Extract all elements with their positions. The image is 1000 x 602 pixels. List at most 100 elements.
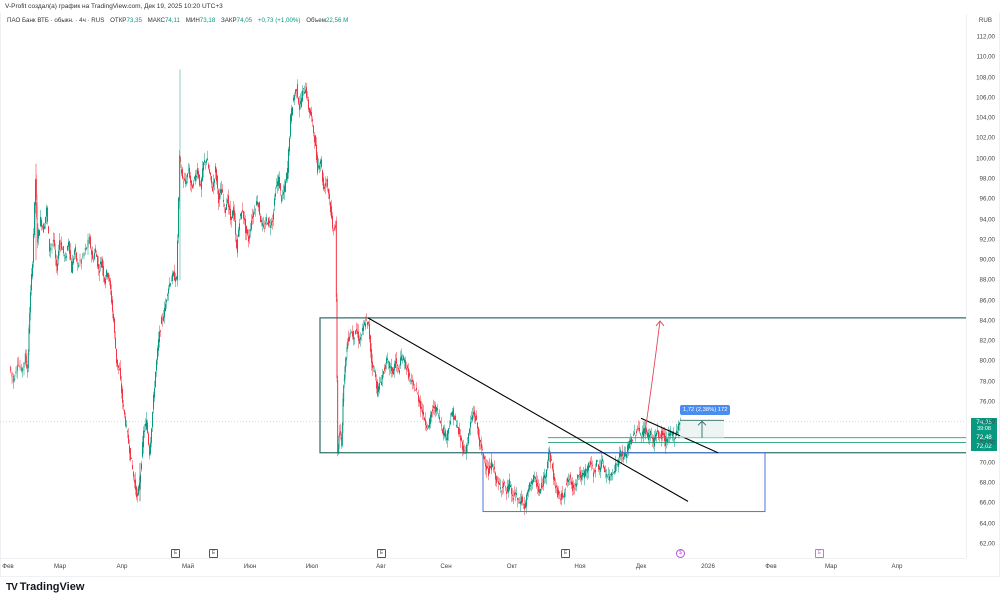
- candle-body: [281, 195, 282, 202]
- price-chart-plot[interactable]: [0, 14, 966, 558]
- candle-body: [502, 486, 503, 489]
- candle-body: [371, 349, 372, 363]
- candle-body: [59, 240, 60, 250]
- candle-body: [473, 412, 474, 415]
- candle-body: [569, 478, 570, 480]
- candle-body: [301, 97, 302, 107]
- candle-body: [624, 453, 625, 457]
- time-tick: Мар: [53, 563, 67, 570]
- candle-body: [523, 503, 524, 505]
- symbol-name[interactable]: ПАО Банк ВТБ · обыкн. · 4ч · RUS: [7, 17, 105, 24]
- candle-body: [653, 437, 654, 444]
- symbol-legend: ПАО Банк ВТБ · обыкн. · 4ч · RUS ОТКР73,…: [7, 17, 348, 24]
- candle-body: [140, 475, 141, 483]
- candle-body: [77, 263, 78, 264]
- candle-body: [232, 210, 233, 219]
- price-axis[interactable]: RUB 74,05 39:08 72,48 72,02 112,00 110,00…: [966, 14, 1000, 558]
- currency-label[interactable]: RUB: [978, 17, 992, 24]
- candle-body: [167, 294, 168, 296]
- candle-body: [172, 273, 173, 281]
- candle-body: [377, 381, 378, 396]
- candle-body: [16, 365, 18, 371]
- candle-body: [233, 207, 234, 216]
- candle-body: [521, 496, 522, 504]
- candle-body: [434, 406, 435, 409]
- candle-body: [228, 195, 229, 208]
- candle-body: [95, 248, 96, 253]
- candle-body: [187, 173, 188, 178]
- candle-body: [318, 165, 319, 168]
- candle-body: [345, 357, 347, 361]
- measure-label[interactable]: 1,72 (2,38%) 172: [680, 405, 731, 415]
- candle-body: [99, 270, 100, 273]
- tradingview-logo[interactable]: TV TradingView: [6, 581, 84, 593]
- candle-body: [251, 220, 252, 230]
- candle-body: [12, 375, 14, 383]
- earnings-event-icon[interactable]: E: [171, 549, 180, 558]
- candle-body: [325, 183, 326, 187]
- candle-body: [98, 264, 99, 269]
- candle-body: [660, 435, 661, 437]
- candle-body: [84, 247, 86, 251]
- candle-body: [162, 318, 163, 320]
- candle-body: [477, 422, 478, 429]
- price-tick: 110,00: [976, 53, 995, 61]
- candle-body: [330, 202, 331, 213]
- candle-body: [201, 178, 202, 190]
- candle-body: [626, 453, 627, 458]
- candle-body: [76, 252, 77, 261]
- candle-body: [273, 212, 274, 220]
- price-tick: 84,00: [979, 317, 995, 325]
- candle-body: [668, 433, 669, 436]
- candle-body: [106, 270, 107, 277]
- candle-body: [611, 472, 612, 476]
- candle-body: [635, 435, 636, 437]
- candle-body: [227, 199, 228, 203]
- candle-body: [579, 474, 580, 476]
- candle-body: [255, 209, 256, 211]
- candle-body: [639, 427, 640, 432]
- candle-body: [509, 479, 510, 490]
- current-price: 74,05: [976, 419, 992, 426]
- tv-logo-icon: TV: [6, 581, 18, 593]
- candle-body: [644, 428, 645, 434]
- candle-body: [208, 164, 209, 169]
- candle-body: [43, 223, 44, 233]
- candle-body: [663, 432, 664, 435]
- candle-body: [306, 87, 307, 98]
- candle-body: [432, 409, 433, 412]
- candle-body: [343, 378, 345, 382]
- candle-body: [80, 259, 82, 264]
- dividend-event-icon[interactable]: $: [676, 549, 685, 558]
- candle-body: [632, 440, 633, 442]
- candle-body: [154, 388, 155, 398]
- candle-body: [108, 273, 109, 279]
- trend-line-small: [640, 417, 719, 454]
- candle-body: [133, 471, 134, 477]
- candle-body: [562, 492, 563, 498]
- current-price-badge: 74,05 39:08: [971, 418, 997, 434]
- candle-body: [570, 474, 571, 479]
- candle-body: [679, 422, 680, 425]
- candle-body: [256, 200, 257, 206]
- candle-body: [110, 280, 111, 290]
- candle-body: [170, 283, 171, 286]
- candle-body: [662, 430, 663, 436]
- candle-body: [507, 486, 508, 492]
- earnings-event-icon[interactable]: E: [209, 549, 218, 558]
- candle-body: [517, 498, 518, 500]
- low-value: 73,18: [199, 17, 216, 24]
- candle-body: [317, 155, 318, 173]
- earnings-event-icon[interactable]: E: [561, 549, 570, 558]
- earnings-event-icon[interactable]: E: [377, 549, 386, 558]
- candle-body: [122, 388, 123, 403]
- candle-body: [206, 159, 207, 163]
- candle-body: [291, 108, 292, 121]
- candle-body: [289, 137, 290, 152]
- candle-body: [231, 216, 232, 220]
- time-axis[interactable]: Фев Мар Апр Май Июн Июл Авг Сен Окт Ноя Дек 2026 Фев…: [0, 558, 966, 575]
- candle-body: [280, 183, 281, 191]
- candle-body: [54, 240, 55, 247]
- earnings-event-icon[interactable]: E: [815, 549, 824, 558]
- price-tick: 100,00: [976, 155, 995, 163]
